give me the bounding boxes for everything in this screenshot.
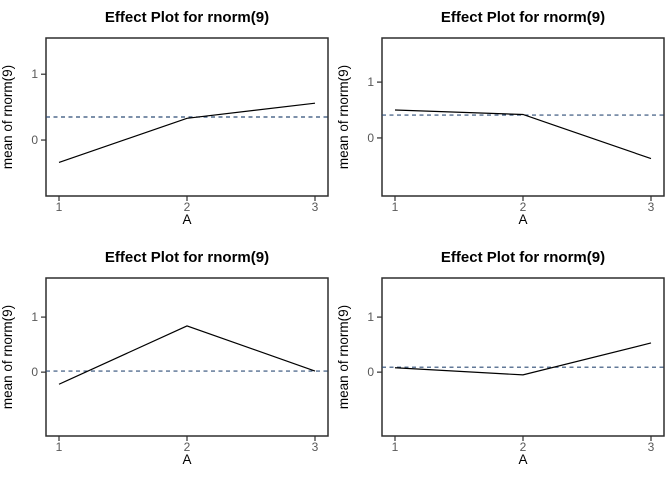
y-tick-label: 1 — [31, 310, 38, 324]
data-line — [58, 102, 316, 163]
x-tick-label: 2 — [184, 200, 191, 214]
x-tick-label: 2 — [184, 440, 191, 454]
plot-area: 1 2 3 0 1 — [31, 310, 328, 454]
x-tick-label: 2 — [520, 440, 527, 454]
x-tick-label: 1 — [392, 200, 399, 214]
plot-title: Effect Plot for rnorm(9) — [441, 249, 605, 266]
y-tick-label: 1 — [367, 310, 374, 324]
y-axis-label: mean of rnorm(9) — [0, 65, 15, 169]
y-tick-label: 0 — [31, 133, 38, 147]
x-tick-label: 2 — [520, 200, 527, 214]
effect-plot-svg: Effect Plot for rnorm(9) mean of rnorm(9… — [0, 249, 329, 467]
panel-border — [45, 37, 329, 197]
plot-area: 1 2 3 0 1 — [31, 67, 328, 214]
effect-plot-panel-bottom-right: Effect Plot for rnorm(9) mean of rnorm(9… — [336, 240, 672, 480]
x-tick-label: 1 — [392, 440, 399, 454]
x-axis-label: A — [182, 212, 191, 227]
data-line — [394, 109, 652, 160]
y-axis-label: mean of rnorm(9) — [0, 305, 15, 409]
x-tick-label: 1 — [56, 440, 63, 454]
y-tick-label: 0 — [367, 131, 374, 145]
panel-border — [381, 277, 665, 437]
y-axis-label: mean of rnorm(9) — [336, 65, 351, 169]
x-axis-label: A — [518, 212, 527, 227]
y-axis-label: mean of rnorm(9) — [336, 305, 351, 409]
plot-area: 1 2 3 0 1 — [367, 310, 664, 454]
panel-border — [381, 37, 665, 197]
x-tick-label: 1 — [56, 200, 63, 214]
plot-title: Effect Plot for rnorm(9) — [441, 9, 605, 26]
effect-plot-panel-top-right: Effect Plot for rnorm(9) mean of rnorm(9… — [336, 0, 672, 240]
effect-plot-svg: Effect Plot for rnorm(9) mean of rnorm(9… — [0, 9, 329, 227]
y-tick-label: 1 — [31, 67, 38, 81]
data-line — [394, 342, 652, 376]
x-tick-label: 3 — [648, 440, 655, 454]
y-tick-label: 0 — [367, 365, 374, 379]
plot-title: Effect Plot for rnorm(9) — [105, 249, 269, 266]
effect-plot-svg: Effect Plot for rnorm(9) mean of rnorm(9… — [336, 249, 665, 467]
data-line — [58, 325, 316, 385]
effect-plot-panel-top-left: Effect Plot for rnorm(9) mean of rnorm(9… — [0, 0, 336, 240]
y-tick-label: 0 — [31, 365, 38, 379]
effect-plot-svg: Effect Plot for rnorm(9) mean of rnorm(9… — [336, 9, 665, 227]
y-tick-label: 1 — [367, 75, 374, 89]
panel-border — [45, 277, 329, 437]
plot-title: Effect Plot for rnorm(9) — [105, 9, 269, 26]
x-tick-label: 3 — [648, 200, 655, 214]
x-tick-label: 3 — [312, 200, 319, 214]
x-tick-label: 3 — [312, 440, 319, 454]
effect-plot-panel-bottom-left: Effect Plot for rnorm(9) mean of rnorm(9… — [0, 240, 336, 480]
plot-area: 1 2 3 0 1 — [367, 75, 664, 214]
x-axis-label: A — [182, 452, 191, 467]
x-axis-label: A — [518, 452, 527, 467]
